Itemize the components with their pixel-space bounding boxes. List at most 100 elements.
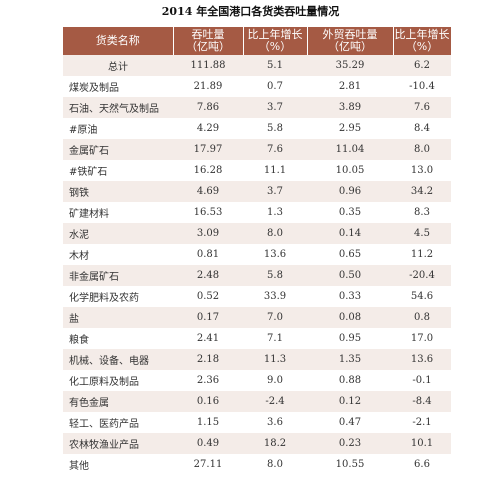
cell-value: 7.1 <box>267 333 283 344</box>
cell-value: 10.05 <box>335 165 365 176</box>
header-row: 货类名称 吞吐量 （亿吨） 比上年增长 （%） 外贸吞吐量 （亿吨） 比上年增长 （%） <box>63 27 452 55</box>
cell-value: 0.17 <box>173 307 243 328</box>
table-row: #原油 4.29 5.8 2.95 8.4 <box>63 118 451 139</box>
cell-value: 2.48 <box>173 265 243 286</box>
cell-value: -8.4 <box>393 391 451 412</box>
header-cell: 货类名称 <box>63 27 174 55</box>
table-row: 钢铁 4.69 3.7 0.96 34.2 <box>63 181 451 202</box>
header-cell: 比上年增长 （%） <box>393 27 452 55</box>
cargo-name: 其他 <box>69 461 89 472</box>
header-text: （亿吨） <box>328 40 372 53</box>
cell-value: 5.8 <box>243 265 307 286</box>
cell-value: 0.65 <box>338 249 362 260</box>
table-row: 农林牧渔业产品 0.49 18.2 0.23 10.1 <box>63 433 451 454</box>
cell-value: 0.08 <box>307 307 393 328</box>
cell-value: 8.0 <box>267 459 283 470</box>
table-row: 化工原料及制品 2.36 9.0 0.88 -0.1 <box>63 370 451 391</box>
cell-value: 1.35 <box>307 349 393 370</box>
cargo-name: 盐 <box>63 307 173 328</box>
cell-value: 0.81 <box>196 249 220 260</box>
table-row: 粮食 2.41 7.1 0.95 17.0 <box>63 328 451 349</box>
cell-value: 6.6 <box>414 459 430 470</box>
cell-value: 11.1 <box>263 165 287 176</box>
cell-value: 0.88 <box>338 375 362 386</box>
cell-value: 4.69 <box>173 181 243 202</box>
cargo-name: 有色金属 <box>63 391 173 412</box>
cargo-name: 石油、天然气及制品 <box>63 97 173 118</box>
cell-value: 13.6 <box>263 249 287 260</box>
header-text: 货类名称 <box>95 34 140 47</box>
table-row: 化学肥料及农药 0.52 33.9 0.33 54.6 <box>63 286 451 307</box>
table-row: 轻工、医药产品 1.15 3.6 0.47 -2.1 <box>63 412 451 433</box>
cargo-name: 钢铁 <box>63 181 173 202</box>
cargo-name: 化工原料及制品 <box>69 377 139 388</box>
cell-value: 7.0 <box>243 307 307 328</box>
cargo-name: #原油 <box>69 125 98 136</box>
cell-value: 0.16 <box>173 391 243 412</box>
cargo-name: 化学肥料及农药 <box>69 293 139 304</box>
cell-value: 4.5 <box>393 223 451 244</box>
cell-value: 34.2 <box>393 181 451 202</box>
cell-value: 1.3 <box>267 207 283 218</box>
cell-value: 0.50 <box>307 265 393 286</box>
cargo-name: 木材 <box>69 251 89 262</box>
table-row: 金属矿石 17.97 7.6 11.04 8.0 <box>63 139 451 160</box>
cell-value: 10.1 <box>393 433 451 454</box>
header-cell: 吞吐量 （亿吨） <box>173 27 244 55</box>
cell-value: 6.2 <box>393 55 451 76</box>
cargo-name: 总计 <box>63 55 173 76</box>
cell-value: 0.14 <box>307 223 393 244</box>
cell-value: 8.3 <box>414 207 430 218</box>
header-text: 吞吐量 <box>191 28 225 41</box>
header-text: 比上年增长 <box>247 28 303 41</box>
cell-value: 0.7 <box>267 81 283 92</box>
cell-value: 3.7 <box>243 97 307 118</box>
cell-value: 7.6 <box>243 139 307 160</box>
cell-value: 35.29 <box>307 55 393 76</box>
cell-value: 2.41 <box>196 333 220 344</box>
table-row: 矿建材料 16.53 1.3 0.35 8.3 <box>63 202 451 223</box>
table-row: 煤炭及制品 21.89 0.7 2.81 -10.4 <box>63 76 451 97</box>
cargo-name: 农林牧渔业产品 <box>63 433 173 454</box>
cell-value: 10.55 <box>335 459 365 470</box>
cell-value: 33.9 <box>263 291 287 302</box>
cell-value: 21.89 <box>193 81 223 92</box>
cell-value: 2.81 <box>338 81 362 92</box>
cargo-name: #铁矿石 <box>69 167 108 178</box>
cell-value: 0.23 <box>307 433 393 454</box>
cell-value: 3.09 <box>173 223 243 244</box>
cell-value: 11.04 <box>307 139 393 160</box>
cell-value: 1.15 <box>196 417 220 428</box>
cell-value: -0.1 <box>412 375 432 386</box>
cell-value: 111.88 <box>173 55 243 76</box>
cell-value: -10.4 <box>409 81 435 92</box>
cell-value: 8.4 <box>414 123 430 134</box>
table-row: 总计 111.88 5.1 35.29 6.2 <box>63 55 451 76</box>
cell-value: 0.49 <box>173 433 243 454</box>
title: 2014 年全国港口各货类吞吐量情况 <box>161 5 340 18</box>
cargo-name: 水泥 <box>63 223 173 244</box>
cell-value: 0.8 <box>393 307 451 328</box>
cell-value: -20.4 <box>393 265 451 286</box>
cell-value: 18.2 <box>243 433 307 454</box>
cell-value: 17.97 <box>173 139 243 160</box>
cell-value: 0.33 <box>338 291 362 302</box>
table-row: 有色金属 0.16 -2.4 0.12 -8.4 <box>63 391 451 412</box>
cargo-name: 机械、设备、电器 <box>63 349 173 370</box>
cell-value: 2.18 <box>173 349 243 370</box>
cargo-name: 非金属矿石 <box>63 265 173 286</box>
table-row: 水泥 3.09 8.0 0.14 4.5 <box>63 223 451 244</box>
cell-value: 2.36 <box>196 375 220 386</box>
cell-value: 11.2 <box>410 249 434 260</box>
header-text: 比上年增长 <box>394 28 450 41</box>
cargo-name: 煤炭及制品 <box>69 83 119 94</box>
cargo-name: 矿建材料 <box>69 209 109 220</box>
cell-value: 13.6 <box>393 349 451 370</box>
table-body: 总计 111.88 5.1 35.29 6.2 煤炭及制品 21.89 0.7 2.81 -10.… <box>63 55 451 475</box>
header-cell: 外贸吞吐量 （亿吨） <box>307 27 394 55</box>
cargo-name: 轻工、医药产品 <box>69 419 139 430</box>
table-row: #铁矿石 16.28 11.1 10.05 13.0 <box>63 160 451 181</box>
header-text: （%） <box>405 40 439 53</box>
cell-value: 0.47 <box>338 417 362 428</box>
